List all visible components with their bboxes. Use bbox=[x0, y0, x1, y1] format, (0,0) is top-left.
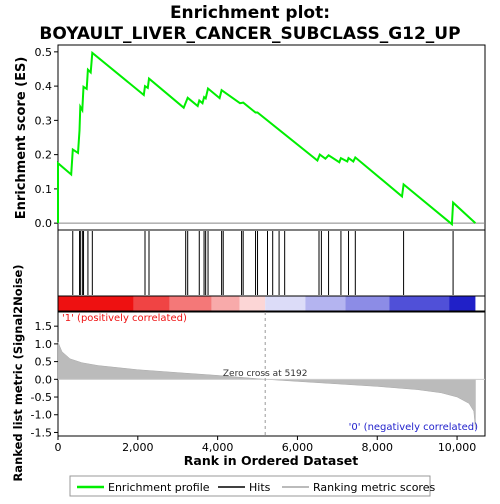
negative-correlation-label: '0' (negatively correlated) bbox=[349, 422, 478, 433]
rank-color-bar bbox=[57, 295, 486, 312]
es-y-tick-label: 0.5 bbox=[35, 46, 53, 59]
metric-x-tick-label: 10,000 bbox=[438, 441, 477, 454]
rank-bar-band bbox=[133, 296, 170, 311]
metric-y-tick-label: -1.5 bbox=[31, 426, 52, 439]
rank-bar-frame bbox=[57, 295, 486, 312]
es-y-tick-label: 0.0 bbox=[35, 217, 53, 230]
metric-x-tick-label: 2,000 bbox=[122, 441, 154, 454]
chart-title-line2: BOYAULT_LIVER_CANCER_SUBCLASS_G12_UP bbox=[39, 24, 460, 44]
rank-bar-band bbox=[389, 296, 450, 311]
rank-bar-band bbox=[265, 296, 306, 311]
metric-y-tick-label: 0.0 bbox=[35, 373, 53, 386]
metric-y-tick-label: 0.5 bbox=[35, 356, 53, 369]
chart-title-line1: Enrichment plot: bbox=[170, 3, 330, 23]
metric-y-axis-label: Ranked list metric (Signal2Noise) bbox=[11, 264, 25, 481]
metric-panel: Zero cross at 5192 '1' (positively corre… bbox=[11, 264, 486, 482]
metric-y-ticks: 1.5 1.0 0.5 0.0 -0.5 -1.0 -1.5 bbox=[31, 320, 58, 439]
legend-label-enrichment-profile: Enrichment profile bbox=[108, 481, 210, 494]
rank-bar-band bbox=[345, 296, 390, 311]
es-panel-frame bbox=[57, 44, 486, 231]
hits-panel bbox=[57, 229, 486, 312]
hits-lines bbox=[72, 231, 454, 295]
metric-y-tick-label: 1.5 bbox=[35, 320, 53, 333]
enrichment-profile-line bbox=[57, 50, 477, 227]
metric-x-tick-label: 4,000 bbox=[202, 441, 234, 454]
rank-bar-band bbox=[449, 296, 476, 311]
metric-y-tick-label: -0.5 bbox=[31, 391, 52, 404]
es-y-tick-label: 0.1 bbox=[35, 183, 53, 196]
metric-y-tick-label: 1.0 bbox=[35, 338, 53, 351]
legend: Enrichment profile Hits Ranking metric s… bbox=[69, 475, 435, 497]
zero-cross-label: Zero cross at 5192 bbox=[223, 369, 308, 379]
rank-bar-band bbox=[169, 296, 212, 311]
es-y-ticks: 0.0 0.1 0.2 0.3 0.4 0.5 bbox=[35, 46, 58, 230]
metric-x-axis-label: Rank in Ordered Dataset bbox=[184, 453, 358, 468]
rank-bar-band bbox=[211, 296, 240, 311]
metric-y-tick-label: -1.0 bbox=[31, 409, 52, 422]
es-y-axis-label: Enrichment score (ES) bbox=[14, 57, 29, 220]
es-y-tick-label: 0.4 bbox=[35, 80, 53, 93]
metric-x-tick-label: 0 bbox=[55, 441, 62, 454]
legend-box bbox=[69, 475, 431, 497]
es-y-tick-label: 0.3 bbox=[35, 114, 53, 127]
es-y-tick-label: 0.2 bbox=[35, 149, 53, 162]
ranking-metric-area bbox=[57, 342, 476, 429]
rank-bar-band bbox=[305, 296, 346, 311]
positive-correlation-label: '1' (positively correlated) bbox=[62, 313, 187, 324]
metric-x-tick-label: 8,000 bbox=[362, 441, 394, 454]
rank-bar-band bbox=[239, 296, 266, 311]
metric-x-ticks: 0 2,000 4,000 6,000 8,000 10,000 bbox=[55, 436, 477, 454]
es-panel: 0.0 0.1 0.2 0.3 0.4 0.5 Enrichment score (ES) bbox=[14, 44, 486, 231]
legend-label-ranking-metric: Ranking metric scores bbox=[313, 481, 435, 494]
metric-x-tick-label: 6,000 bbox=[282, 441, 314, 454]
rank-bar-band bbox=[58, 296, 134, 311]
legend-label-hits: Hits bbox=[249, 481, 271, 494]
hits-panel-frame bbox=[57, 229, 486, 297]
